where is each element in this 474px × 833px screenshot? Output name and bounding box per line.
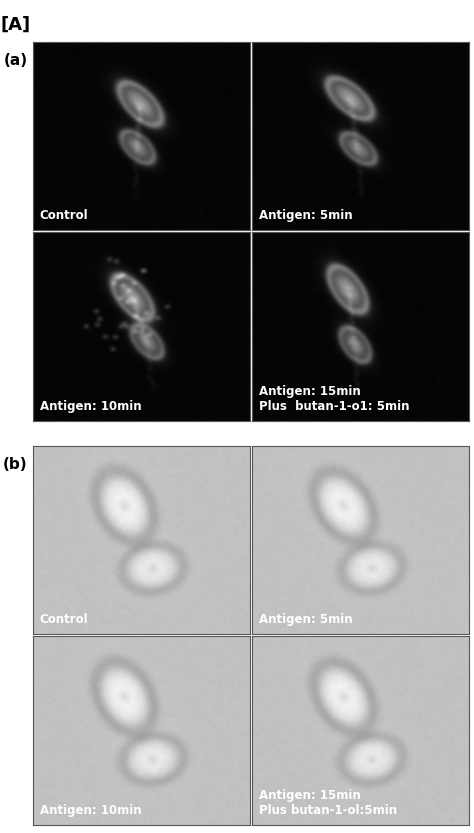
Text: Antigen: 15min
Plus  butan-1-o1: 5min: Antigen: 15min Plus butan-1-o1: 5min: [259, 385, 410, 413]
Text: Control: Control: [40, 613, 88, 626]
Text: Control: Control: [40, 209, 88, 222]
Text: Antigen: 10min: Antigen: 10min: [40, 400, 141, 413]
Text: (a): (a): [3, 53, 27, 68]
Text: [A]: [A]: [0, 16, 30, 34]
Text: Antigen: 5min: Antigen: 5min: [259, 209, 353, 222]
Text: (b): (b): [3, 457, 27, 472]
Text: Antigen: 15min
Plus butan-1-ol:5min: Antigen: 15min Plus butan-1-ol:5min: [259, 789, 397, 817]
Text: Antigen: 10min: Antigen: 10min: [40, 804, 141, 817]
Text: Antigen: 5min: Antigen: 5min: [259, 613, 353, 626]
